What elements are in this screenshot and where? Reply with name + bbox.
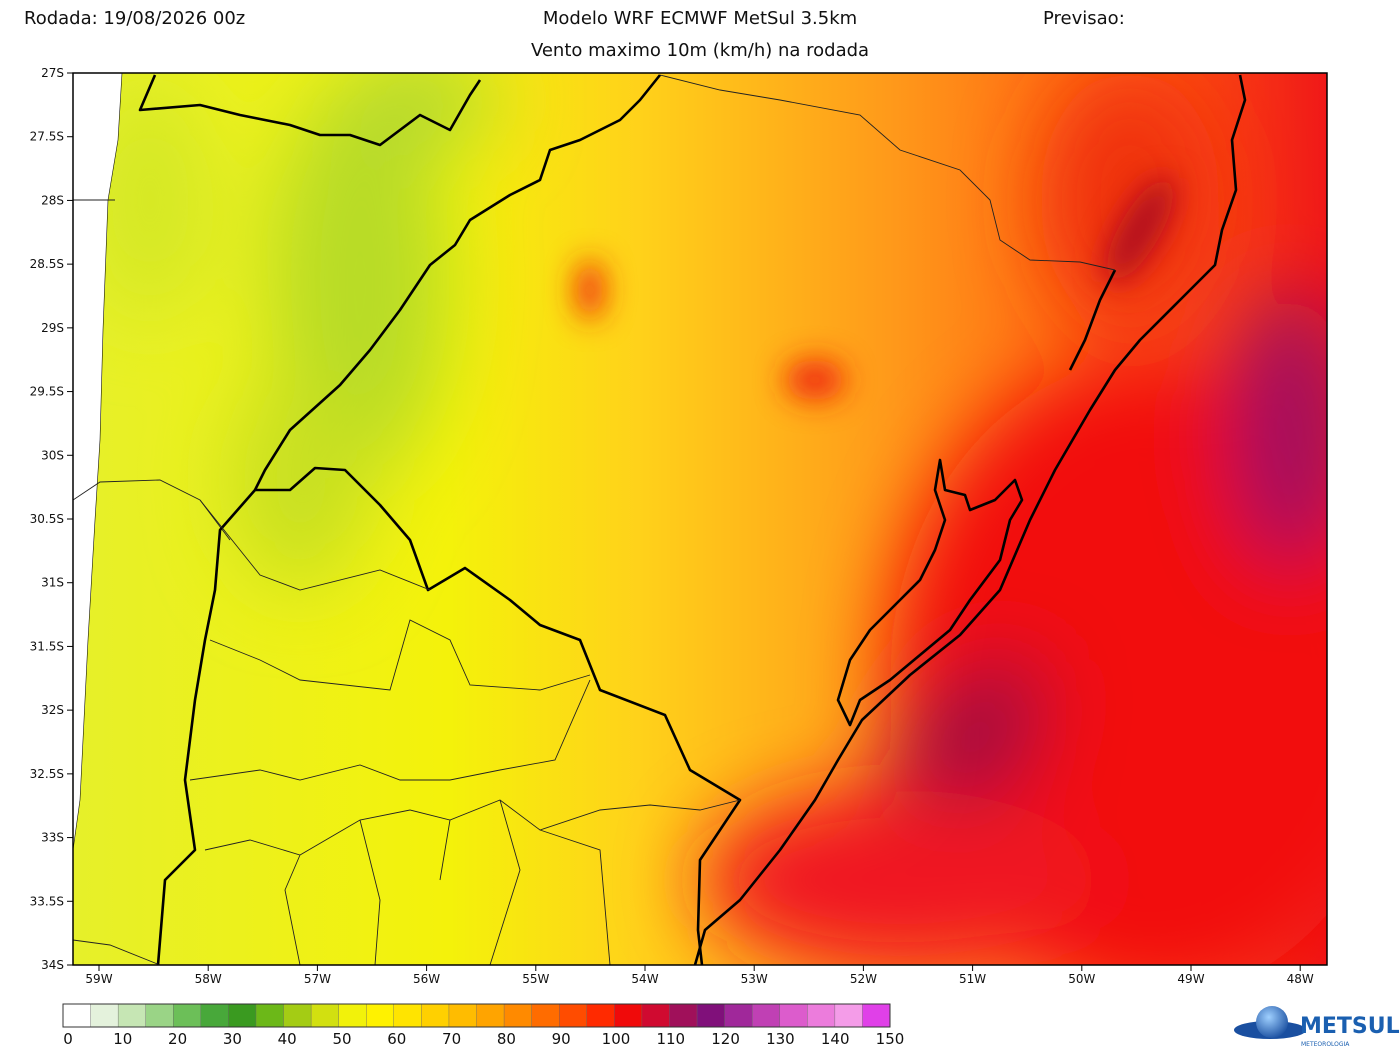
colorbar-swatch <box>117 1003 147 1028</box>
colorbar-swatch <box>145 1003 174 1028</box>
colorbar: 0 10 20 30 40 50 60 70 80 90 100 110 120 130 140 150 <box>62 1003 905 1048</box>
colorbar-swatch <box>366 1003 395 1028</box>
colorbar-swatch <box>393 1003 422 1028</box>
colorbar-swatch <box>669 1003 698 1028</box>
lat-label: 34S <box>41 958 64 972</box>
colorbar-swatch <box>338 1003 367 1028</box>
colorbar-swatch <box>476 1003 505 1028</box>
colorbar-swatch <box>724 1003 753 1028</box>
lat-label: 27S <box>41 66 64 80</box>
colorbar-swatch <box>90 1003 119 1028</box>
colorbar-label: 130 <box>766 1030 795 1048</box>
lat-label: 27.5S <box>30 130 64 144</box>
lon-label: 51W <box>959 972 986 986</box>
model-label: Modelo WRF ECMWF MetSul 3.5km <box>543 8 857 29</box>
colorbar-swatch <box>255 1003 285 1028</box>
colorbar-swatch <box>614 1003 643 1028</box>
colorbar-label: 80 <box>497 1030 516 1048</box>
lat-label: 33.5S <box>30 894 64 908</box>
forecast-label: Previsao: <box>1043 8 1125 29</box>
lat-label: 28S <box>41 193 64 207</box>
lon-label: 50W <box>1068 972 1095 986</box>
colorbar-label: 50 <box>332 1030 351 1048</box>
colorbar-swatch <box>779 1003 808 1028</box>
colorbar-swatch <box>283 1003 312 1028</box>
colorbar-label: 120 <box>711 1030 740 1048</box>
lon-label: 48W <box>1287 972 1314 986</box>
colorbar-swatch <box>62 1003 92 1028</box>
colorbar-label: 20 <box>168 1030 187 1048</box>
colorbar-label: 0 <box>63 1030 73 1048</box>
colorbar-label: 60 <box>387 1030 406 1048</box>
logo-name: METSUL <box>1300 1014 1400 1039</box>
colorbar-swatch <box>200 1003 229 1028</box>
lon-label: 56W <box>413 972 440 986</box>
colorbar-swatch <box>586 1003 615 1028</box>
colorbar-label: 140 <box>821 1030 850 1048</box>
colorbar-swatch <box>696 1003 726 1028</box>
colorbar-label: 100 <box>602 1030 631 1048</box>
colorbar-swatch <box>503 1003 533 1028</box>
colorbar-frame <box>62 1003 891 1028</box>
colorbar-swatch <box>862 1003 891 1028</box>
lat-label: 29.5S <box>30 385 64 399</box>
lon-label: 52W <box>850 972 877 986</box>
colorbar-swatch <box>531 1003 560 1028</box>
colorbar-swatch <box>173 1003 202 1028</box>
colorbar-swatch <box>448 1003 477 1028</box>
lon-label: 49W <box>1177 972 1204 986</box>
lon-label: 54W <box>631 972 658 986</box>
colorbar-swatch <box>807 1003 836 1028</box>
lat-label: 32S <box>41 703 64 717</box>
lat-label: 31.5S <box>30 639 64 653</box>
colorbar-label: 30 <box>223 1030 242 1048</box>
colorbar-label: 70 <box>442 1030 461 1048</box>
lat-label: 28.5S <box>30 257 64 271</box>
colorbar-swatch <box>310 1003 340 1028</box>
lat-label: 31S <box>41 576 64 590</box>
colorbar-swatch <box>421 1003 450 1028</box>
lat-label: 30.5S <box>30 512 64 526</box>
colorbar-swatch <box>834 1003 863 1028</box>
map-field <box>73 73 1327 965</box>
colorbar-label: 90 <box>552 1030 571 1048</box>
lon-label: 53W <box>741 972 768 986</box>
colorbar-label: 40 <box>278 1030 297 1048</box>
colorbar-label: 10 <box>113 1030 132 1048</box>
colorbar-label: 150 <box>876 1030 905 1048</box>
axis-ticks: 27S 27.5S 28S 28.5S 29S 29.5S 30S 30.5S 31S 31.5S… <box>30 66 1314 986</box>
logo-tagline: METEOROLOGIA <box>1301 1041 1350 1048</box>
lon-label: 58W <box>195 972 222 986</box>
colorbar-swatch <box>751 1003 781 1028</box>
lat-label: 29S <box>41 321 64 335</box>
colorbar-swatch <box>641 1003 670 1028</box>
colorbar-label: 110 <box>656 1030 685 1048</box>
colorbar-swatch <box>559 1003 588 1028</box>
subtitle: Vento maximo 10m (km/h) na rodada <box>531 40 869 61</box>
lat-label: 32.5S <box>30 767 64 781</box>
lat-label: 30S <box>41 448 64 462</box>
lon-label: 55W <box>522 972 549 986</box>
lat-label: 33S <box>41 831 64 845</box>
logo: METSUL METEOROLOGIA <box>1234 1006 1400 1048</box>
lon-label: 59W <box>85 972 112 986</box>
lon-label: 57W <box>304 972 331 986</box>
colorbar-swatch <box>228 1003 257 1028</box>
run-label: Rodada: 19/08/2026 00z <box>24 8 245 29</box>
